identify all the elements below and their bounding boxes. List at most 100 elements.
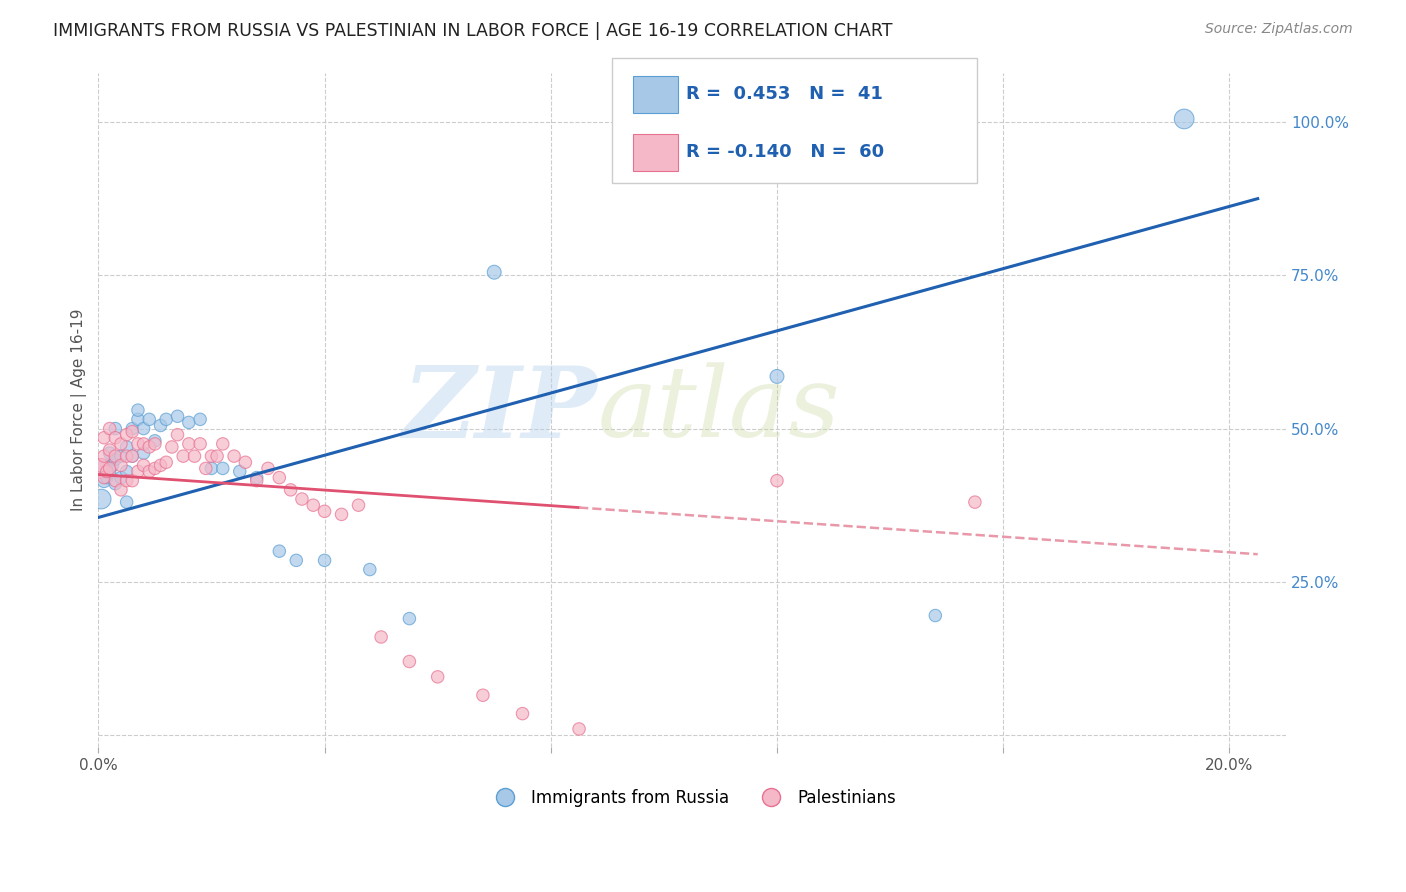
Point — [143, 437, 166, 451]
Point — [98, 465, 121, 479]
Point — [127, 412, 149, 426]
Point — [110, 449, 132, 463]
Point — [1173, 112, 1195, 126]
Text: Source: ZipAtlas.com: Source: ZipAtlas.com — [1205, 22, 1353, 37]
Point — [101, 458, 124, 473]
Point — [98, 446, 121, 460]
Point — [235, 455, 257, 469]
Point — [104, 474, 127, 488]
Point — [471, 688, 494, 702]
Point — [211, 461, 233, 475]
Point — [149, 418, 172, 433]
Point — [90, 491, 112, 506]
Point — [93, 474, 115, 488]
Point — [115, 427, 138, 442]
Point — [183, 449, 205, 463]
Point — [121, 449, 143, 463]
Point — [115, 465, 138, 479]
Point — [104, 476, 127, 491]
Point — [484, 265, 506, 279]
Point — [155, 455, 177, 469]
Point — [330, 508, 353, 522]
Y-axis label: In Labor Force | Age 16-19: In Labor Force | Age 16-19 — [72, 309, 87, 511]
Point — [188, 412, 211, 426]
Point — [246, 470, 269, 484]
Text: R =  0.453   N =  41: R = 0.453 N = 41 — [686, 85, 883, 103]
Point — [302, 498, 325, 512]
Point — [269, 544, 291, 558]
Point — [359, 563, 381, 577]
Point — [104, 431, 127, 445]
Point — [172, 449, 194, 463]
Point — [205, 449, 228, 463]
Point — [127, 465, 149, 479]
Point — [177, 416, 200, 430]
Point — [314, 504, 336, 518]
Point — [766, 369, 789, 384]
Point — [98, 461, 121, 475]
Point — [115, 449, 138, 463]
Legend: Immigrants from Russia, Palestinians: Immigrants from Russia, Palestinians — [481, 782, 903, 814]
Point — [347, 498, 370, 512]
Point — [246, 474, 269, 488]
Point — [115, 440, 138, 454]
Point — [93, 449, 115, 463]
Point — [132, 458, 155, 473]
Point — [149, 458, 172, 473]
Point — [93, 470, 115, 484]
Point — [121, 421, 143, 435]
Point — [132, 421, 155, 435]
Point — [110, 470, 132, 484]
Point — [93, 458, 115, 473]
Point — [110, 437, 132, 451]
Point — [924, 608, 946, 623]
Point — [93, 431, 115, 445]
Point — [127, 403, 149, 417]
Point — [104, 452, 127, 467]
Point — [211, 437, 233, 451]
Point — [166, 409, 188, 424]
Point — [96, 470, 118, 484]
Point — [104, 449, 127, 463]
Point — [285, 553, 308, 567]
Point — [280, 483, 302, 497]
Point — [121, 425, 143, 439]
Point — [121, 449, 143, 463]
Text: IMMIGRANTS FROM RUSSIA VS PALESTINIAN IN LABOR FORCE | AGE 16-19 CORRELATION CHA: IMMIGRANTS FROM RUSSIA VS PALESTINIAN IN… — [53, 22, 893, 40]
Point — [398, 611, 420, 625]
Point — [963, 495, 986, 509]
Point — [132, 446, 155, 460]
Point — [143, 461, 166, 475]
Point — [177, 437, 200, 451]
Point — [121, 474, 143, 488]
Point — [426, 670, 449, 684]
Point — [138, 440, 160, 454]
Point — [96, 465, 118, 479]
Point — [512, 706, 534, 721]
Point — [314, 553, 336, 567]
Point — [291, 491, 314, 506]
Point — [222, 449, 245, 463]
Point — [127, 437, 149, 451]
Text: ZIP: ZIP — [402, 362, 598, 458]
Point — [766, 474, 789, 488]
Point — [155, 412, 177, 426]
Point — [90, 458, 112, 473]
Point — [143, 434, 166, 448]
Point — [160, 440, 183, 454]
Point — [568, 722, 591, 736]
Point — [398, 655, 420, 669]
Point — [200, 449, 222, 463]
Text: R = -0.140   N =  60: R = -0.140 N = 60 — [686, 143, 884, 161]
Text: atlas: atlas — [598, 362, 839, 458]
Point — [269, 470, 291, 484]
Point — [132, 437, 155, 451]
Point — [370, 630, 392, 644]
Point — [98, 421, 121, 435]
Point — [200, 461, 222, 475]
Point — [257, 461, 280, 475]
Point — [194, 461, 217, 475]
Point — [138, 412, 160, 426]
Point — [115, 495, 138, 509]
Point — [98, 442, 121, 457]
